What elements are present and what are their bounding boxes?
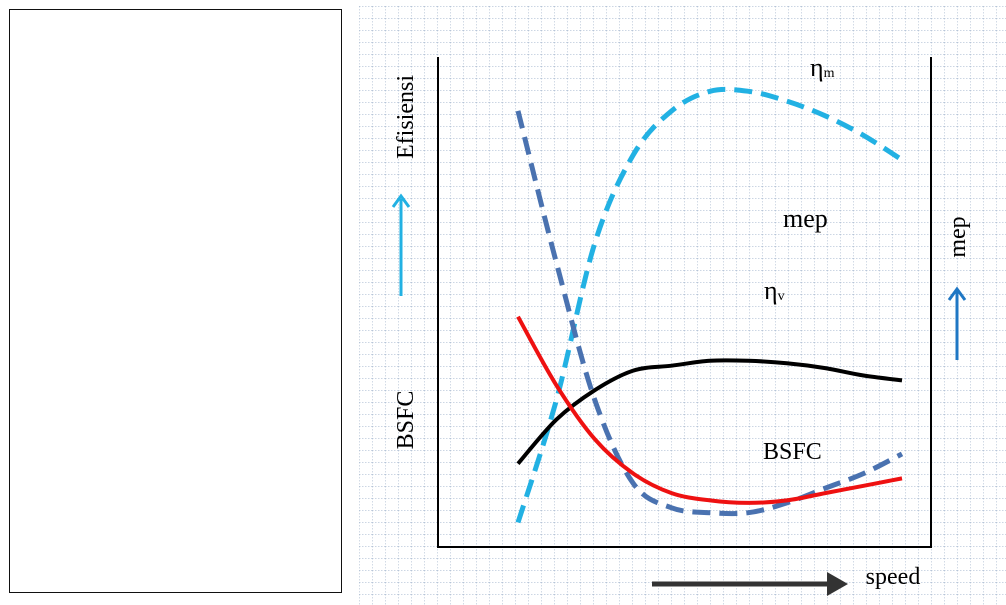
series-line--m <box>515 86 904 524</box>
y-label-mep: mep <box>945 216 971 257</box>
series-line--v <box>515 110 904 517</box>
speed-arrow <box>652 572 848 596</box>
grid-background <box>359 6 1006 605</box>
series-line-mep <box>516 358 903 466</box>
label-bsfc-curve: BSFC <box>763 439 822 465</box>
right-up-arrow <box>947 286 967 360</box>
label-mep-curve: mep <box>783 204 828 233</box>
label-eta-v-sub: v <box>778 289 785 304</box>
left-up-arrow <box>391 193 411 296</box>
label-eta-v: ηv <box>764 276 785 305</box>
series-layer <box>515 86 904 524</box>
series-line-bsfc <box>516 315 903 505</box>
label-eta-v-main: η <box>764 276 778 305</box>
x-label-speed: speed <box>866 564 921 590</box>
blank-left-panel <box>9 9 342 593</box>
label-eta-m: ηm <box>810 53 835 82</box>
y-label-bsfc: BSFC <box>393 391 419 450</box>
label-eta-m-main: η <box>810 53 824 82</box>
y-label-efisiensi: Efisiensi <box>393 75 419 159</box>
label-eta-m-sub: m <box>824 66 835 81</box>
